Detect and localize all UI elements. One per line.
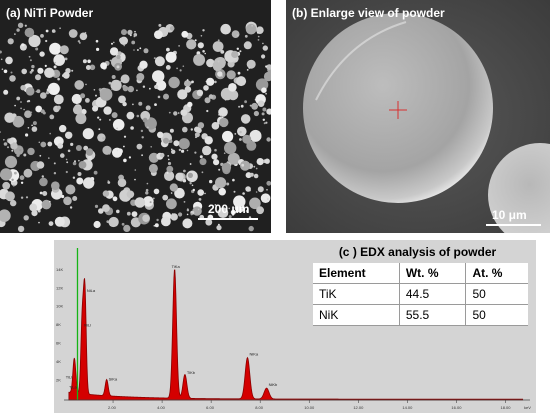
peak-label: NiLa xyxy=(87,288,96,293)
panel-b-scale-bar xyxy=(486,224,541,226)
edx-table-row: NiK 55.5 50 xyxy=(313,304,528,326)
y-tick-label: 6K xyxy=(56,341,61,346)
y-tick-label: 12K xyxy=(56,285,63,290)
edx-cell-at: 50 xyxy=(465,283,528,305)
panel-a-scale-text: 200 μm xyxy=(208,202,250,216)
spectrum-area xyxy=(68,269,524,401)
peak-label: TiLl xyxy=(66,374,72,379)
x-tick-label: 6.00 xyxy=(206,405,215,410)
edx-cell-element: NiK xyxy=(313,304,400,326)
x-axis-label: keV xyxy=(524,405,531,410)
edx-header-wt: Wt. % xyxy=(398,263,466,284)
panel-a-sem-image: (a) NiTi Powder 200 μm xyxy=(0,0,271,233)
edx-cell-element: TiK xyxy=(313,283,400,305)
x-tick-label: 12.00 xyxy=(353,405,364,410)
peak-label: NiLl xyxy=(84,322,91,327)
panel-a-scale-bar xyxy=(198,218,258,220)
peak-label: TiKb xyxy=(187,370,196,375)
niti-powder-micrograph xyxy=(0,21,271,233)
edx-table: Element Wt. % At. % TiK 44.5 50 NiK 55.5… xyxy=(313,263,528,326)
peak-label: NiKb xyxy=(269,382,278,387)
panel-a-label: (a) NiTi Powder xyxy=(6,6,94,20)
peak-label: NiKa xyxy=(249,352,258,357)
y-tick-label: 2K xyxy=(56,378,61,383)
powder-particles xyxy=(0,21,271,233)
neighbor-particle xyxy=(488,143,550,233)
edx-header-at: At. % xyxy=(465,263,528,284)
edx-header-element: Element xyxy=(313,263,400,284)
edx-results-panel: (c ) EDX analysis of powder Element Wt. … xyxy=(305,243,530,326)
peak-label: SiKa xyxy=(109,377,118,382)
y-tick-label: 14K xyxy=(56,267,63,272)
x-tick-label: 16.00 xyxy=(451,405,462,410)
edx-cell-wt: 44.5 xyxy=(398,283,466,305)
panel-b-sem-image: (b) Enlarge view of powder 10 μm xyxy=(286,0,550,233)
x-tick-label: 18.00 xyxy=(500,405,511,410)
crosshair-marker xyxy=(389,101,407,119)
x-tick-label: 14.00 xyxy=(402,405,413,410)
x-tick-label: 10.00 xyxy=(304,405,315,410)
y-tick-label: 10K xyxy=(56,304,63,309)
y-tick-label: 8K xyxy=(56,322,61,327)
enlarged-powder-micrograph xyxy=(286,0,550,233)
edx-table-row: TiK 44.5 50 xyxy=(313,283,528,305)
x-tick-label: 2.00 xyxy=(108,405,117,410)
edx-table-header-row: Element Wt. % At. % xyxy=(313,263,528,284)
x-tick-label: 4.00 xyxy=(157,405,166,410)
edx-cell-at: 50 xyxy=(465,304,528,326)
peak-label: TiKa xyxy=(172,264,181,269)
edx-title: (c ) EDX analysis of powder xyxy=(338,245,497,259)
y-tick-label: 4K xyxy=(56,359,61,364)
edx-cell-wt: 55.5 xyxy=(398,304,466,326)
panel-b-scale-text: 10 μm xyxy=(492,208,527,222)
peak-label: TiLa xyxy=(69,385,77,390)
x-tick-label: 8.00 xyxy=(255,405,264,410)
panel-b-label: (b) Enlarge view of powder xyxy=(292,6,445,20)
